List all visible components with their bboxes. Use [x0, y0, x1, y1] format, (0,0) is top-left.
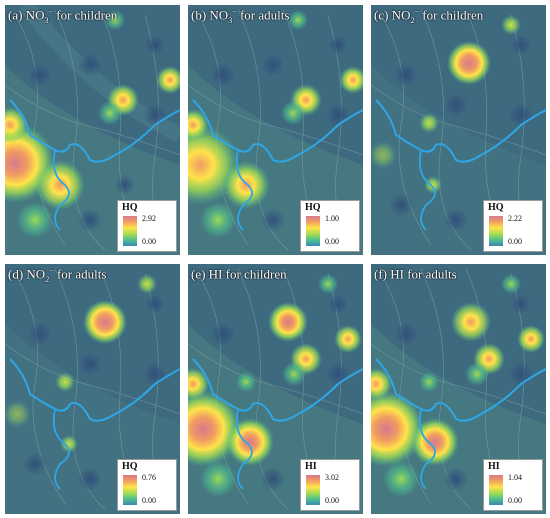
panel-title-e: (e) HI for children [191, 266, 287, 282]
legend-c: HQ 2.22 0.00 [483, 200, 543, 252]
legend-colorbar [306, 216, 320, 246]
panel-d: (d) NO2− for adults HQ 0.76 0.00 [5, 264, 180, 514]
legend-max: 1.00 [325, 214, 339, 223]
legend-colorbar [306, 475, 320, 505]
panel-title-f: (f) HI for adults [374, 266, 457, 282]
legend-title: HQ [305, 202, 321, 213]
legend-max: 1.04 [508, 473, 522, 482]
legend-colorbar [489, 216, 503, 246]
legend-e: HI 3.02 0.00 [300, 459, 360, 511]
panel-a: (a) NO3− for children HQ 2.92 0.00 [5, 5, 180, 255]
panel-title-c: (c) NO2− for children [374, 7, 484, 25]
legend-min: 0.00 [325, 237, 339, 246]
legend-d: HQ 0.76 0.00 [117, 459, 177, 511]
panel-c: (c) NO2− for children HQ 2.22 0.00 [371, 5, 546, 255]
legend-a: HQ 2.92 0.00 [117, 200, 177, 252]
legend-title: HQ [488, 202, 504, 213]
river [9, 99, 180, 163]
panel-f: (f) HI for adults HI 1.04 0.00 [371, 264, 546, 514]
panel-b: (b) NO3− for adults HQ 1.00 0.00 [188, 5, 363, 255]
panel-title-d: (d) NO2− for adults [8, 266, 107, 284]
legend-max: 0.76 [142, 473, 156, 482]
legend-min: 0.00 [508, 237, 522, 246]
map-panel-e [188, 264, 363, 514]
panel-e: (e) HI for children HI 3.02 0.00 [188, 264, 363, 514]
legend-title: HQ [122, 461, 138, 472]
legend-title: HI [305, 461, 317, 472]
legend-min: 0.00 [508, 496, 522, 505]
legend-min: 0.00 [142, 496, 156, 505]
panel-title-b: (b) NO3− for adults [191, 7, 290, 25]
legend-max: 2.22 [508, 214, 522, 223]
legend-colorbar [489, 475, 503, 505]
legend-f: HI 1.04 0.00 [483, 459, 543, 511]
legend-title: HQ [122, 202, 138, 213]
legend-max: 3.02 [325, 473, 339, 482]
legend-b: HQ 1.00 0.00 [300, 200, 360, 252]
legend-title: HI [488, 461, 500, 472]
legend-max: 2.92 [142, 214, 156, 223]
legend-colorbar [123, 475, 137, 505]
legend-min: 0.00 [142, 237, 156, 246]
panel-title-a: (a) NO3− for children [8, 7, 118, 25]
legend-min: 0.00 [325, 496, 339, 505]
legend-colorbar [123, 216, 137, 246]
